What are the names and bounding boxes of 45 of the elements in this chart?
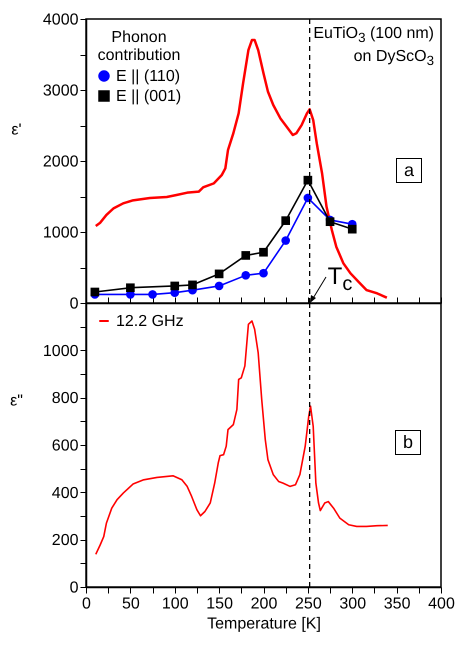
y-tick-label: 4000	[42, 12, 79, 28]
y-axis-title: ε"	[10, 392, 23, 410]
point	[241, 270, 250, 280]
x-axis-title: Temperature [K]	[207, 616, 321, 632]
y-tick-label: 3000	[42, 82, 79, 100]
point	[281, 216, 290, 225]
point	[148, 290, 157, 299]
point	[90, 288, 100, 296]
point	[188, 280, 197, 290]
x-tick-label: 0	[82, 596, 92, 612]
point	[214, 282, 224, 290]
x-tick-label: 400	[428, 596, 455, 612]
point	[259, 248, 268, 257]
x-tick-label: 350	[384, 596, 411, 612]
annotation: T$_{c}$	[328, 262, 352, 297]
y-tick-label: 0	[70, 580, 79, 596]
legend-title: Phonon contribution	[98, 29, 180, 64]
legend-label: E || (110)	[116, 68, 180, 85]
y-tick-label: 200	[52, 532, 79, 550]
point	[126, 283, 135, 292]
y-tick-label: 2000	[42, 154, 79, 170]
y-tick-label: 400	[52, 484, 79, 502]
y-tick-label: 1000	[42, 342, 79, 360]
point	[281, 236, 290, 245]
point	[170, 282, 180, 290]
y-tick-label: 800	[52, 390, 79, 408]
x-tick-label: 50	[122, 596, 140, 612]
annotation: a	[396, 158, 422, 184]
x-tick-label: 150	[206, 596, 234, 612]
annotation: EuTiO$_{3}$ (100 nm) on DyScO$_{3}$	[312, 24, 434, 69]
y-tick-label: 0	[70, 296, 79, 312]
legend-label: E || (001)	[116, 88, 182, 105]
y-tick-label: 1000	[42, 224, 79, 242]
x-tick-label: 300	[339, 596, 366, 612]
x-tick-label: 100	[162, 596, 189, 612]
legend-label: 12.2 GHz	[116, 313, 184, 330]
y-axis-title: ε'	[11, 122, 22, 138]
x-tick-label: 250	[295, 596, 322, 612]
point	[348, 224, 357, 234]
y-tick-label: 600	[52, 438, 79, 454]
point	[259, 268, 268, 278]
annotation: b	[395, 430, 422, 456]
point	[214, 270, 224, 278]
x-tick-label: 200	[250, 596, 278, 612]
point	[241, 251, 250, 260]
